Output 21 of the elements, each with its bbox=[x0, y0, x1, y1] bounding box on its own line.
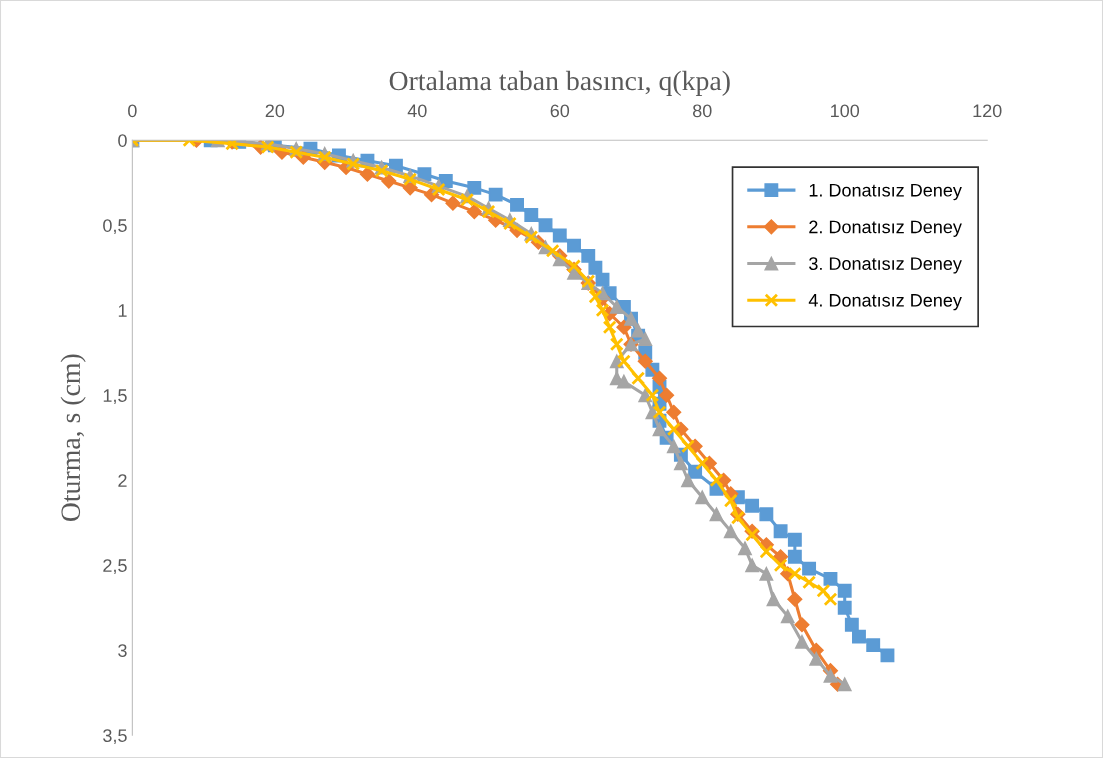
legend-label: 3. Donatısız Deney bbox=[809, 257, 962, 274]
legend-label: 1. Donatısız Deney bbox=[809, 184, 962, 201]
x-tick-label: 120 bbox=[973, 104, 1002, 118]
y-tick-label: 2 bbox=[118, 474, 127, 487]
y-tick-label: 0,5 bbox=[103, 219, 127, 235]
x-tick-label: 80 bbox=[692, 104, 712, 118]
x-tick-label: 0 bbox=[128, 104, 137, 118]
legend-label: 2. Donatısız Deney bbox=[809, 220, 962, 237]
y-tick-label: 2,5 bbox=[103, 559, 127, 575]
x-tick-label: 40 bbox=[407, 104, 427, 118]
y-tick-label: 0 bbox=[118, 134, 127, 147]
y-tick-label: 1,5 bbox=[103, 389, 127, 405]
x-tick-label: 20 bbox=[265, 104, 285, 118]
legend-label: 4. Donatısız Deney bbox=[808, 294, 962, 311]
y-tick-label: 1 bbox=[118, 304, 127, 317]
y-axis-title: Oturma, s (cm) bbox=[60, 354, 86, 522]
y-tick-label: 3,5 bbox=[103, 729, 127, 745]
y-tick-label: 3 bbox=[118, 644, 127, 657]
x-tick-label: 100 bbox=[831, 104, 860, 118]
x-axis-title: Ortalama taban basıncı, q(kpa) bbox=[389, 70, 730, 96]
x-tick-label: 60 bbox=[550, 104, 570, 118]
